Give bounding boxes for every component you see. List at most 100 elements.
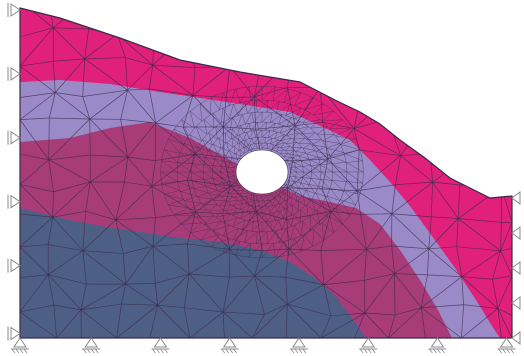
mesh-edge [148,88,157,124]
mesh-edge [291,192,296,197]
mesh-edge [261,243,274,259]
mesh-edge [115,219,154,247]
mesh-edge [306,150,316,154]
mesh-edge [82,250,87,285]
mesh-edge [332,161,347,165]
mesh-edge [302,113,312,124]
mesh-edge [219,8,227,36]
mesh-edge [240,153,244,157]
mesh-edge [294,118,303,124]
mesh-edge [249,205,256,207]
mesh-edge [273,100,285,103]
mesh-edge [302,166,312,173]
mesh-edge [180,152,194,157]
mesh-edge [163,149,178,163]
mesh-edge [230,213,238,218]
mesh-edge [355,0,400,6]
mesh-edge [257,100,268,113]
mesh-edge [465,158,502,188]
mesh-edge [190,111,203,122]
mesh-edge [330,152,344,157]
mesh-edge [461,276,499,309]
mesh-edge [286,213,294,218]
mesh-edge [321,188,332,212]
mesh-edge [156,8,185,37]
mesh-edge [458,61,498,94]
mesh-edge [280,208,287,212]
mesh-edge [292,132,299,140]
mesh-edge [276,101,280,114]
mesh-edge [255,143,258,149]
mesh-edge [497,275,512,309]
mesh-edge [392,8,401,27]
mesh-edge [229,63,262,67]
mesh-edge [231,185,236,190]
mesh-edge [318,154,330,159]
mesh-edge [233,146,239,151]
mesh-edge [257,213,266,223]
mesh-edge [298,182,302,188]
mesh-edge [288,163,296,168]
mesh-edge [266,194,272,196]
mesh-edge [80,283,126,311]
mesh-edge [221,192,229,197]
mesh-edge [315,192,322,205]
mesh-edge [290,225,295,240]
mesh-edge [245,112,253,125]
mesh-edge [221,118,230,124]
mesh-edge [364,312,389,338]
mesh-edge [298,143,304,149]
mesh-edge [220,35,231,67]
mesh-edge [52,181,91,218]
mesh-edge [465,122,496,159]
mesh-edge [320,171,322,180]
roller-support-icon [10,194,21,209]
mesh-edge [288,161,295,165]
mesh-edge [461,308,499,338]
mesh-edge [229,211,257,250]
mesh-edge [213,143,218,154]
mesh-edge [298,200,306,207]
mesh-edge [464,8,496,34]
mesh-edge [279,125,284,133]
mesh-edge [295,192,298,202]
mesh-edge [180,191,198,197]
mesh-edge [360,88,399,98]
mesh-edge [225,188,236,191]
mesh-edge [160,161,162,173]
mesh-edge [248,123,252,132]
mesh-edge [208,144,213,152]
mesh-edge [225,208,238,212]
mesh-edge [190,171,193,181]
mesh-edge [265,123,276,131]
mesh-edge [184,307,224,313]
mesh-edge [286,132,299,136]
mesh-edge [212,171,222,178]
mesh-edge [84,58,128,91]
mesh-edge [172,121,181,131]
mesh-edge [223,121,231,131]
mesh-edge [266,101,280,113]
mesh-edge [251,221,254,232]
mesh-edge [343,153,347,163]
mesh-edge [267,194,272,201]
mesh-edge [195,153,225,158]
mesh-edge [212,159,215,166]
mesh-edge [293,126,309,131]
mesh-edge [181,119,195,129]
mesh-edge [400,155,433,183]
mesh-edge [152,64,194,96]
mesh-edge [246,205,250,213]
mesh-edge [272,212,276,221]
mesh-edge [229,150,236,155]
mesh-edge [238,142,240,151]
mesh-edge [222,160,230,163]
mesh-edge [253,111,263,123]
right-roller-supports [511,191,521,345]
mesh-edge [121,284,126,305]
mesh-edge [255,195,263,201]
mesh-edge [280,142,285,148]
mesh-edge [252,143,257,150]
mesh-edge [266,143,269,149]
mesh-edge [329,127,350,130]
